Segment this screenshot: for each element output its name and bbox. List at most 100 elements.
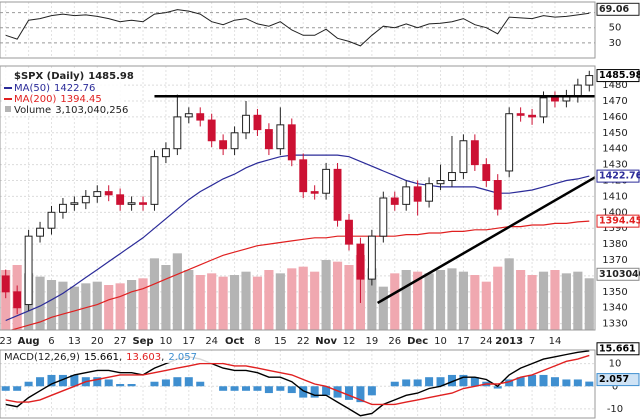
legend-label: MA(200) bbox=[14, 94, 56, 105]
histogram-bar bbox=[402, 379, 411, 387]
candle-body bbox=[24, 235, 33, 306]
histogram-bar bbox=[436, 377, 445, 387]
histogram-bar bbox=[413, 379, 422, 387]
histogram-bar bbox=[253, 386, 262, 391]
volume-bar bbox=[229, 275, 240, 330]
volume-bar bbox=[298, 266, 308, 330]
candle-body bbox=[390, 197, 399, 205]
candle-body bbox=[264, 129, 273, 150]
volume-bar bbox=[550, 270, 560, 330]
x-tick-label: 24 bbox=[205, 336, 218, 347]
volume-bar bbox=[367, 268, 377, 330]
y-tick-label: 10 bbox=[609, 359, 622, 370]
candle-body bbox=[59, 203, 67, 213]
histogram-bar bbox=[322, 386, 331, 396]
histogram-bar bbox=[539, 374, 548, 387]
candle-body bbox=[493, 180, 502, 210]
histogram-bar bbox=[70, 374, 79, 387]
volume-box-box bbox=[596, 267, 640, 281]
candle-body bbox=[448, 172, 456, 182]
volume-bar bbox=[46, 280, 57, 330]
trend-line bbox=[376, 176, 596, 305]
indicator-value: 15.661 bbox=[84, 352, 119, 363]
volume-bar bbox=[332, 261, 343, 330]
last-value-label-box bbox=[596, 2, 640, 16]
y-tick-label: 1480 bbox=[602, 80, 627, 91]
y-tick-label: -10 bbox=[607, 404, 623, 415]
candle-body bbox=[379, 197, 388, 237]
y-tick-label: 0 bbox=[612, 381, 618, 392]
y-tick-label: 1430 bbox=[602, 160, 627, 171]
volume-bar bbox=[104, 285, 114, 330]
candle-body bbox=[425, 183, 434, 202]
legend-swatch bbox=[5, 106, 11, 112]
volume-bar bbox=[573, 271, 583, 330]
histogram-bar bbox=[585, 381, 594, 387]
y-tick-label: 1400 bbox=[602, 207, 627, 218]
histogram-bar bbox=[528, 374, 537, 387]
x-tick-label: 12 bbox=[343, 336, 356, 347]
indicator-value: 2.057 bbox=[168, 352, 197, 363]
ma-value-box-box bbox=[596, 169, 640, 183]
x-tick-label: 24 bbox=[480, 336, 493, 347]
volume-bar bbox=[458, 271, 468, 330]
histogram-bar bbox=[47, 374, 56, 387]
x-tick-label: 23 bbox=[0, 336, 12, 347]
separator: , bbox=[119, 352, 122, 363]
candle-body bbox=[459, 140, 468, 174]
candle-body bbox=[242, 114, 250, 134]
volume-bar bbox=[149, 258, 160, 330]
volume-bar bbox=[378, 286, 388, 330]
volume-bar bbox=[207, 273, 217, 330]
x-tick-label: 17 bbox=[182, 336, 195, 347]
candle-body bbox=[127, 202, 136, 205]
candle-body bbox=[150, 156, 159, 205]
histogram-bar bbox=[470, 377, 479, 387]
histogram-bar bbox=[264, 386, 273, 394]
candle-body bbox=[287, 124, 296, 161]
histogram-bar bbox=[516, 377, 525, 387]
volume-bar bbox=[321, 260, 331, 330]
ma-value-box-box bbox=[596, 214, 640, 228]
histogram-bar bbox=[13, 386, 22, 391]
volume-bar bbox=[275, 273, 285, 330]
last-value-label: 69.06 bbox=[599, 4, 629, 15]
x-tick-label: 7 bbox=[529, 336, 535, 347]
volume-bar bbox=[252, 276, 263, 330]
volume-bar bbox=[218, 276, 228, 330]
volume-bar bbox=[161, 265, 171, 330]
histogram-bar bbox=[184, 377, 193, 387]
chart-title: $SPX (Daily) bbox=[14, 71, 84, 82]
histogram-bar bbox=[104, 379, 113, 387]
y-tick-label: 1370 bbox=[602, 255, 627, 266]
volume-bar bbox=[115, 283, 125, 330]
x-tick-label: Sep bbox=[132, 336, 153, 347]
volume-bar bbox=[69, 286, 79, 330]
indicator-value-box: 2.057 bbox=[599, 374, 629, 385]
indicator-value-box-box bbox=[596, 342, 640, 356]
volume-bar bbox=[527, 275, 537, 330]
candle-body bbox=[70, 202, 79, 205]
volume-bar bbox=[504, 258, 514, 330]
x-tick-label: 8 bbox=[254, 336, 260, 347]
histogram-bar bbox=[356, 386, 365, 403]
volume-bar bbox=[184, 270, 194, 330]
histogram-bar bbox=[562, 379, 571, 387]
histogram-bar bbox=[367, 386, 376, 396]
candle-body bbox=[551, 97, 559, 102]
y-tick-label: 1330 bbox=[602, 319, 627, 330]
y-tick-label: 1380 bbox=[602, 239, 627, 250]
line bbox=[5, 350, 590, 417]
histogram-bar bbox=[127, 384, 136, 387]
candle-body bbox=[13, 291, 22, 309]
ma-value-box: 1422.76 bbox=[599, 171, 640, 182]
candle-body bbox=[470, 140, 479, 166]
volume-bar bbox=[92, 281, 102, 330]
candle-body bbox=[528, 114, 537, 118]
last-close-box: 1485.98 bbox=[599, 70, 640, 81]
indicator-value-box: 15.661 bbox=[599, 343, 636, 354]
histogram-bar bbox=[344, 386, 353, 400]
x-tick-label: 17 bbox=[457, 336, 470, 347]
candle-body bbox=[196, 113, 205, 121]
histogram-bar bbox=[93, 377, 102, 387]
